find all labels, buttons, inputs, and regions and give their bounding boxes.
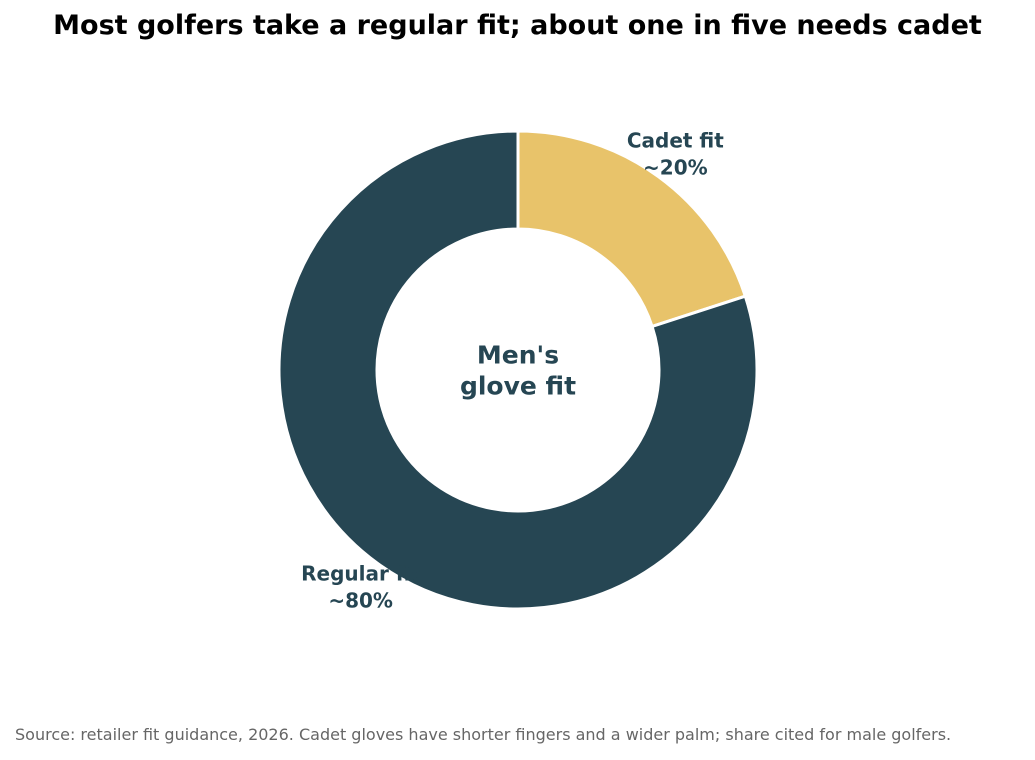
center-label-line: glove fit bbox=[460, 372, 576, 401]
chart-title: Most golfers take a regular fit; about o… bbox=[53, 10, 982, 41]
slice-name: Cadet fit bbox=[627, 128, 724, 152]
slice-label-regular-fit: Regular fit ~80% bbox=[301, 562, 421, 613]
slice-value-label: ~20% bbox=[643, 155, 708, 179]
slices-group bbox=[277, 129, 759, 611]
center-label: Men's glove fit bbox=[460, 341, 576, 401]
source-note: Source: retailer fit guidance, 2026. Cad… bbox=[15, 725, 952, 744]
slice-label-cadet-fit: Cadet fit ~20% bbox=[627, 128, 724, 179]
slice-name: Regular fit bbox=[301, 562, 421, 586]
slice-labels-group: Cadet fit ~20% Regular fit ~80% bbox=[301, 128, 724, 612]
center-label-text: Men's glove fit bbox=[460, 341, 576, 401]
center-label-line: Men's bbox=[477, 341, 559, 370]
slice-cadet-fit bbox=[516, 129, 748, 329]
slice-regular-fit bbox=[277, 129, 759, 611]
slice-value-label: ~80% bbox=[328, 589, 393, 613]
